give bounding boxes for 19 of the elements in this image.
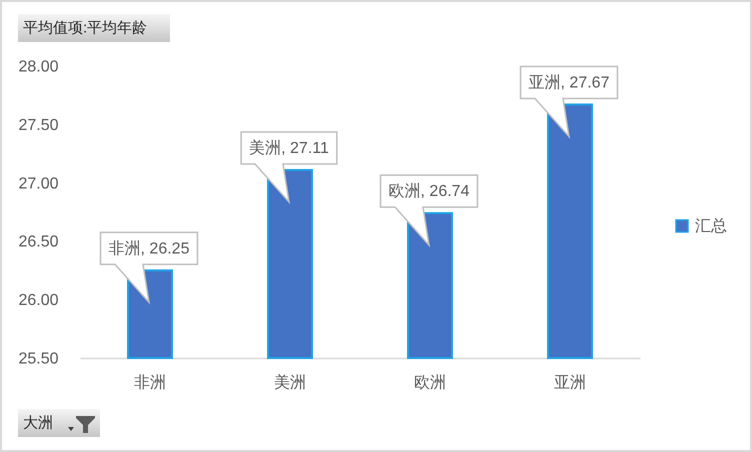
x-tick-label: 非洲 xyxy=(134,374,166,392)
y-axis-title: 平均值项:平均年龄 xyxy=(23,18,148,38)
y-tick-label: 27.00 xyxy=(18,175,59,192)
y-tick-label: 26.00 xyxy=(18,292,59,310)
field-button: 大洲 xyxy=(18,409,100,437)
field-button: 平均值项:平均年龄 xyxy=(18,14,170,42)
data-label: 亚洲, 27.67 xyxy=(528,74,610,92)
x-tick-label: 欧洲 xyxy=(414,374,446,392)
y-tick-label: 26.50 xyxy=(18,234,59,251)
x-axis-title: 大洲 xyxy=(23,414,53,432)
y-tick-label: 25.50 xyxy=(18,350,59,368)
y-tick-label: 28.00 xyxy=(18,58,59,76)
y-tick-label: 27.50 xyxy=(18,116,59,134)
x-tick-label: 美洲 xyxy=(274,374,306,392)
data-label: 美洲, 27.11 xyxy=(249,138,329,157)
x-tick-label: 亚洲 xyxy=(554,374,586,392)
data-label: 非洲, 26.25 xyxy=(108,239,190,258)
data-label: 欧洲, 26.74 xyxy=(388,182,470,200)
legend-label: 汇总 xyxy=(695,217,727,235)
